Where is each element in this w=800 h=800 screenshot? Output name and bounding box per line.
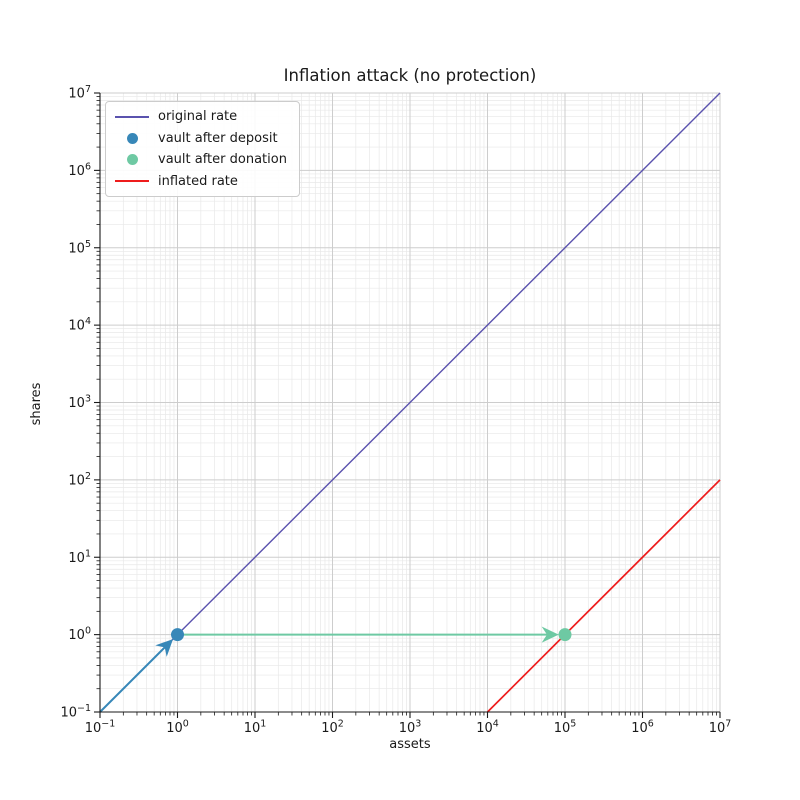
dot-swatch-icon (115, 154, 149, 166)
y-tick-label: 101 (68, 548, 91, 566)
legend-label: inflated rate (158, 173, 238, 189)
dot-swatch-icon (115, 132, 149, 144)
x-tick-label: 10−1 (85, 719, 116, 737)
x-tick-label: 102 (321, 719, 344, 737)
x-tick-label: 100 (166, 719, 189, 737)
legend-label: original rate (158, 109, 238, 125)
x-tick-label: 101 (244, 719, 267, 737)
x-axis-label: assets (389, 737, 431, 752)
legend: original rate vault after deposit vault … (105, 101, 300, 197)
x-tick-label: 105 (554, 719, 577, 737)
line-swatch-icon (115, 115, 149, 118)
y-tick-label: 107 (68, 84, 91, 102)
y-tick-label: 100 (68, 626, 91, 644)
x-tick-label: 106 (631, 719, 654, 737)
line-swatch-icon (115, 180, 149, 183)
y-axis-label: shares (29, 382, 44, 426)
y-tick-label: 106 (68, 161, 91, 179)
chart-title: Inflation attack (no protection) (283, 66, 537, 85)
legend-entry-original-rate: original rate (115, 106, 287, 128)
legend-entry-vault-after-deposit: vault after deposit (115, 128, 287, 150)
y-tick-label: 104 (68, 316, 91, 334)
y-tick-label: 102 (68, 471, 91, 489)
x-tick-label: 103 (399, 719, 422, 737)
x-tick-label: 104 (476, 719, 499, 737)
legend-label: vault after deposit (158, 130, 278, 146)
x-tick-label: 107 (709, 719, 732, 737)
legend-label: vault after donation (158, 152, 287, 168)
inflated-rate-line (486, 479, 721, 713)
vault-after-deposit-point (171, 628, 184, 642)
y-tick-label: 10−1 (60, 703, 91, 721)
legend-entry-inflated-rate: inflated rate (115, 171, 287, 193)
deposit-arrow (99, 639, 174, 713)
legend-entry-vault-after-donation: vault after donation (115, 149, 287, 171)
original-rate-line (99, 92, 721, 713)
y-tick-label: 103 (68, 394, 91, 412)
vault-after-donation-point (558, 628, 572, 642)
y-tick-label: 105 (68, 239, 91, 257)
